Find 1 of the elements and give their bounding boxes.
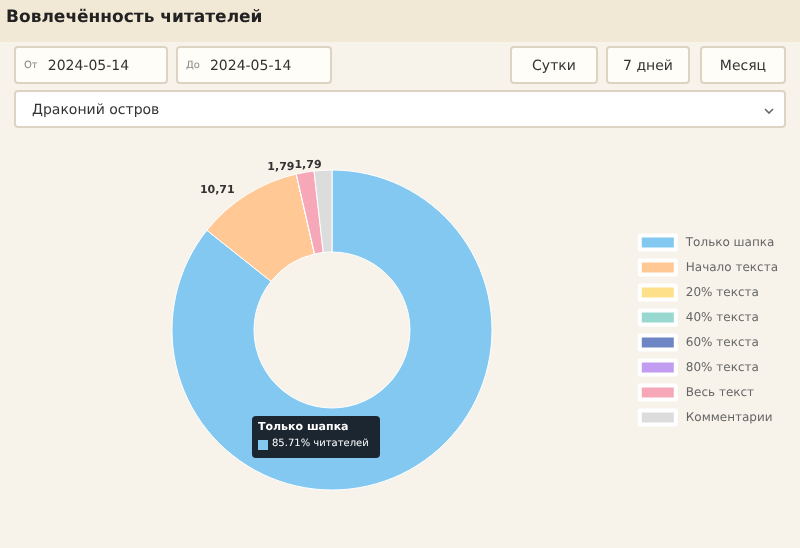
chart-title: Вовлечённость читателей bbox=[6, 8, 263, 28]
